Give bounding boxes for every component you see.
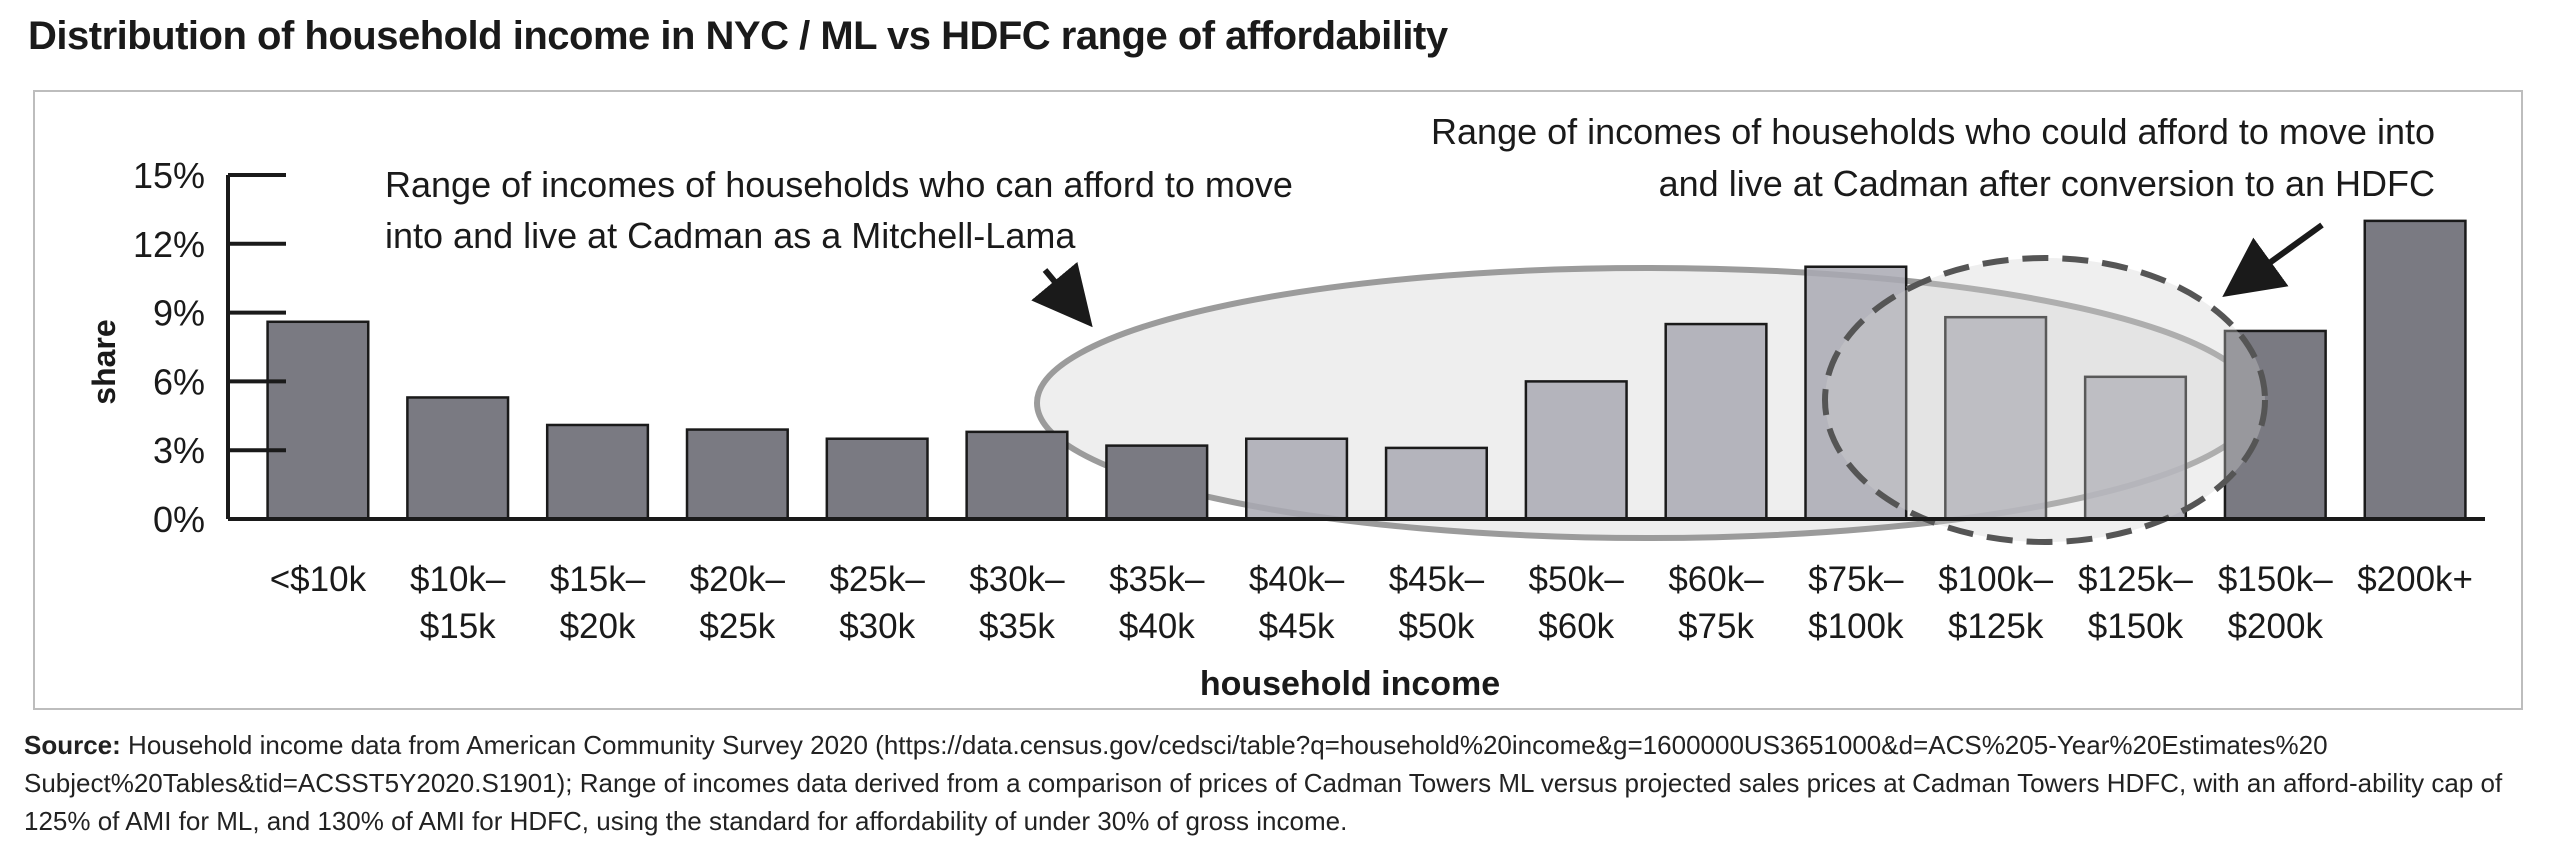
- x-tick-label: $125k–: [2078, 560, 2193, 599]
- x-tick-label: $100k: [1808, 607, 1904, 646]
- y-tick-label: 6%: [153, 361, 205, 402]
- bar-2: [406, 396, 510, 521]
- bar-1: [266, 320, 370, 521]
- x-tick-label: $45k–: [1389, 560, 1485, 599]
- x-tick-label: $15k: [420, 607, 496, 646]
- x-tick-label: $30k: [839, 607, 915, 646]
- source-label: Source:: [24, 730, 121, 760]
- x-tick-label: $45k: [1259, 607, 1335, 646]
- bar-4: [685, 428, 789, 521]
- hdfc-annotation-line-1: Range of incomes of households who could…: [1431, 111, 2435, 152]
- y-tick-label: 9%: [153, 293, 205, 334]
- x-tick-label: $35k–: [1109, 560, 1205, 599]
- chart-title: Distribution of household income in NYC …: [28, 14, 1448, 58]
- y-tick-label: 3%: [153, 430, 205, 471]
- source-note: Source: Household income data from Ameri…: [24, 726, 2534, 840]
- x-tick-label: $25k: [699, 607, 775, 646]
- bar-15: [2223, 329, 2327, 521]
- x-tick-label: $15k–: [550, 560, 646, 599]
- bar-11: [1664, 322, 1768, 521]
- chart-frame: [33, 90, 2523, 710]
- bar-10: [1524, 380, 1628, 521]
- bar-6: [965, 430, 1069, 521]
- x-tick-label: $50k: [1398, 607, 1474, 646]
- hdfc-range-ellipse: [1822, 255, 2268, 545]
- bar-13: [1944, 315, 2048, 521]
- x-tick-label: $200k+: [2357, 560, 2473, 599]
- x-tick-label: $35k: [979, 607, 1055, 646]
- x-tick-label: $100k–: [1938, 560, 2053, 599]
- x-tick-label: $20k–: [690, 560, 786, 599]
- bar-3: [545, 423, 650, 521]
- bar-8: [1245, 437, 1349, 521]
- hdfc-annotation-arrow: [2222, 222, 2324, 298]
- ml-annotation-arrow: [1031, 261, 1093, 328]
- y-axis-label: share: [86, 319, 122, 404]
- x-tick-label: $10k–: [410, 560, 506, 599]
- x-tick-label: $60k–: [1668, 560, 1764, 599]
- x-tick-label: $150k–: [2218, 560, 2333, 599]
- bar-5: [825, 437, 929, 521]
- bar-16: [2363, 219, 2467, 521]
- hdfc-annotation-line-2: and live at Cadman after conversion to a…: [1659, 163, 2435, 204]
- bar-7: [1105, 444, 1209, 521]
- x-tick-label: $125k: [1948, 607, 2044, 646]
- x-tick-label: $50k–: [1529, 560, 1625, 599]
- y-tick-label: 0%: [153, 499, 205, 540]
- source-text: Household income data from American Comm…: [24, 730, 2503, 836]
- x-tick-label: $20k: [560, 607, 636, 646]
- ml-annotation-line-2: into and live at Cadman as a Mitchell-La…: [385, 215, 1076, 256]
- y-tick-label: 12%: [133, 224, 205, 265]
- x-tick-label: $75k: [1678, 607, 1754, 646]
- x-tick-label: $40k: [1119, 607, 1195, 646]
- x-tick-label: $75k–: [1808, 560, 1904, 599]
- x-tick-label: $200k: [2228, 607, 2324, 646]
- x-tick-label: $25k–: [829, 560, 925, 599]
- bar-14: [2083, 375, 2188, 521]
- x-tick-label: $40k–: [1249, 560, 1345, 599]
- x-tick-label: $30k–: [969, 560, 1065, 599]
- y-tick-label: 15%: [133, 155, 205, 196]
- x-tick-label: $60k: [1538, 607, 1614, 646]
- x-tick-label: <$10k: [270, 560, 367, 599]
- x-tick-label: $150k: [2088, 607, 2184, 646]
- bar-9: [1384, 446, 1488, 521]
- ml-annotation-line-1: Range of incomes of households who can a…: [385, 164, 1293, 205]
- x-axis-label: household income: [1200, 665, 1500, 703]
